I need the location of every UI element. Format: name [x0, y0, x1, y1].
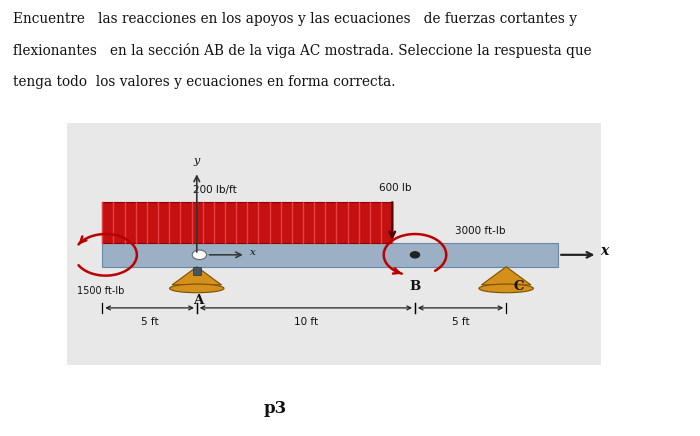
- Text: x: x: [250, 248, 256, 257]
- Text: 10 ft: 10 ft: [294, 317, 318, 327]
- Text: x: x: [601, 244, 609, 259]
- Text: 3000 ft-lb: 3000 ft-lb: [456, 226, 506, 236]
- Text: B: B: [410, 280, 421, 293]
- Ellipse shape: [479, 284, 533, 293]
- Text: A: A: [193, 293, 203, 307]
- Text: Encuentre   las reacciones en los apoyos y las ecuaciones   de fuerzas cortantes: Encuentre las reacciones en los apoyos y…: [13, 12, 577, 26]
- Bar: [102, 243, 559, 267]
- Text: p3: p3: [263, 400, 286, 417]
- Bar: [102, 202, 392, 243]
- FancyBboxPatch shape: [66, 123, 601, 365]
- Bar: [193, 267, 201, 275]
- Circle shape: [193, 250, 206, 259]
- Ellipse shape: [169, 284, 224, 293]
- Polygon shape: [172, 267, 221, 285]
- Circle shape: [410, 252, 419, 258]
- Text: 600 lb: 600 lb: [379, 183, 412, 193]
- Text: 5 ft: 5 ft: [141, 317, 158, 327]
- Text: C: C: [514, 280, 524, 293]
- Text: 5 ft: 5 ft: [452, 317, 470, 327]
- Text: tenga todo  los valores y ecuaciones en forma correcta.: tenga todo los valores y ecuaciones en f…: [13, 75, 395, 89]
- Text: flexionantes   en la sección AB de la viga AC mostrada. Seleccione la respuesta : flexionantes en la sección AB de la viga…: [13, 44, 591, 58]
- Text: y: y: [194, 156, 200, 166]
- Text: 1500 ft-lb: 1500 ft-lb: [78, 286, 125, 296]
- Text: 200 lb/ft: 200 lb/ft: [193, 185, 237, 195]
- Polygon shape: [482, 267, 531, 285]
